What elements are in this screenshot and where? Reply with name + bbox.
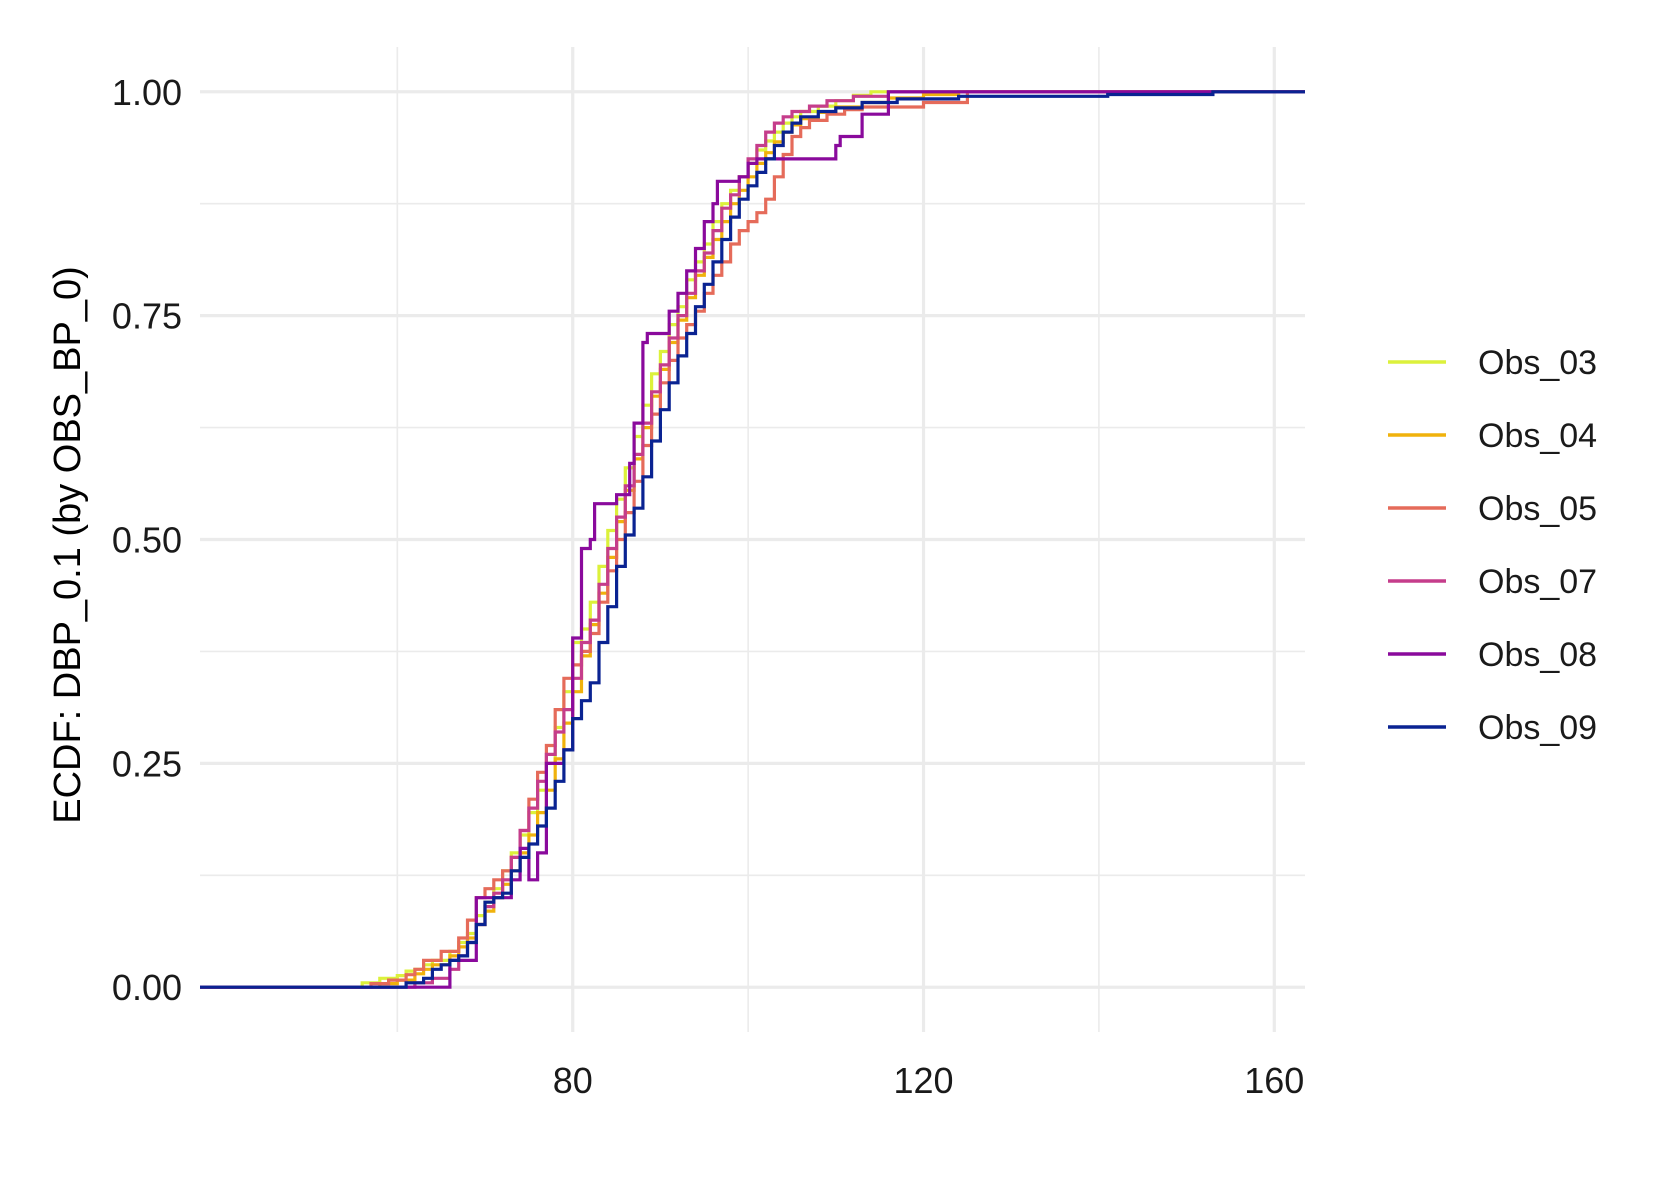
x-axis-tick-labels: 80 120 160 (553, 1060, 1305, 1101)
series-line-obs-07 (200, 90, 1305, 989)
y-tick-label: 0.50 (112, 520, 182, 561)
y-tick-label: 1.00 (112, 72, 182, 113)
legend-label: Obs_04 (1478, 417, 1597, 455)
y-tick-label: 0.00 (112, 967, 182, 1008)
y-axis-tick-labels: 0.00 0.25 0.50 0.75 1.00 (112, 72, 182, 1008)
x-tick-label: 160 (1244, 1060, 1304, 1101)
legend-label: Obs_07 (1478, 563, 1597, 601)
grid-lines (200, 47, 1305, 1032)
legend: Obs_03 Obs_04 Obs_05 Obs_07 Obs_08 Obs_09 (1388, 344, 1597, 747)
series-lines (200, 90, 1305, 989)
y-tick-label: 0.25 (112, 743, 182, 784)
x-tick-label: 80 (553, 1060, 593, 1101)
legend-label: Obs_09 (1478, 709, 1597, 747)
series-line-obs-09 (200, 90, 1305, 989)
legend-label: Obs_03 (1478, 344, 1597, 382)
y-tick-label: 0.75 (112, 296, 182, 337)
legend-label: Obs_05 (1478, 490, 1597, 528)
legend-label: Obs_08 (1478, 636, 1597, 674)
x-tick-label: 120 (893, 1060, 953, 1101)
y-axis-title: ECDF: DBP_0.1 (by OBS_BP_0) (47, 266, 89, 824)
series-line-obs-08 (200, 90, 1305, 989)
